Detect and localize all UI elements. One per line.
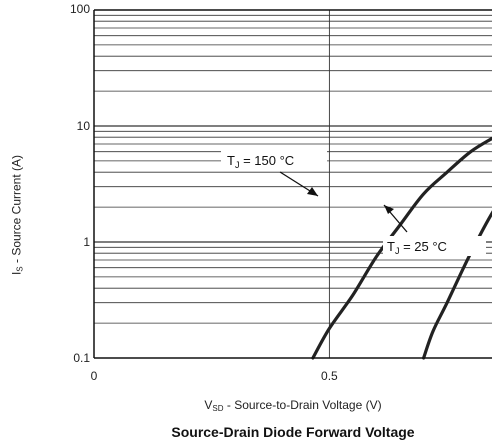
y-tick-label: 100 (70, 2, 90, 16)
series-annotations (221, 150, 486, 256)
arrowhead-150 (307, 187, 318, 196)
series-curves (311, 136, 492, 360)
label-bg-25 (383, 236, 486, 256)
series-line-1 (422, 210, 492, 360)
series-label-150: TJ = 150 °C (227, 153, 294, 170)
x-tick-labels: 00.51.0 (91, 369, 338, 383)
y-axis-title-text: IS - Source Current (A) (9, 154, 25, 276)
series-labels: TJ = 150 °C TJ = 25 °C (227, 153, 447, 256)
label-bg-150 (221, 150, 327, 170)
y-tick-label: 10 (77, 119, 91, 133)
x-tick-label: 0 (91, 369, 98, 383)
arrowhead-25 (384, 205, 394, 214)
x-tick-label: 0.5 (321, 369, 338, 383)
series-line-0 (311, 136, 492, 360)
y-axis-title: IS - Source Current (A) (4, 110, 30, 320)
x-axis-title: VSD - Source-to-Drain Voltage (V) (204, 398, 382, 413)
y-tick-labels: 0.1 1 10 100 (70, 2, 90, 365)
plot-frame (93, 9, 492, 359)
y-tick-label: 0.1 (73, 351, 90, 365)
series-label-25: TJ = 25 °C (387, 239, 447, 256)
chart-title: Source-Drain Diode Forward Voltage (171, 424, 415, 440)
y-tick-label: 1 (83, 235, 90, 249)
